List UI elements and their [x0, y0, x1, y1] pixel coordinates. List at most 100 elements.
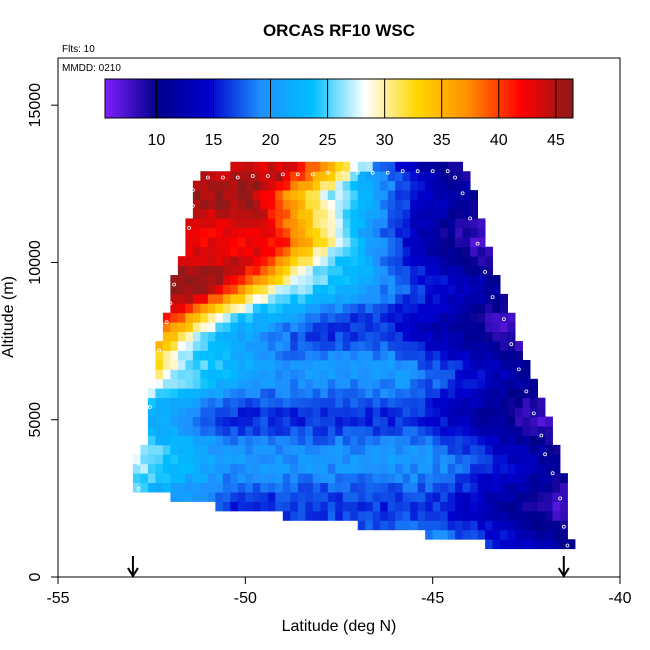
heat-cell [207, 322, 216, 333]
heat-cell [462, 369, 471, 380]
heat-cell [230, 218, 239, 229]
heat-cell [402, 492, 411, 502]
heat-cell [462, 388, 471, 399]
heat-cell [410, 161, 419, 172]
heat-cell [222, 199, 231, 210]
heat-cell [477, 359, 486, 370]
heat-cell [425, 378, 434, 389]
heat-cell [470, 454, 479, 465]
heat-cell [380, 161, 389, 172]
heat-cell [305, 284, 314, 295]
heat-cell [342, 303, 351, 314]
heat-cell [447, 397, 456, 408]
heat-cell [192, 341, 201, 351]
heat-cell [417, 312, 426, 323]
heat-cell [222, 482, 231, 493]
heat-cell [515, 463, 523, 474]
heat-cell [170, 331, 179, 342]
heat-cell [305, 190, 314, 200]
heat-cell [200, 482, 209, 493]
heat-cell [342, 369, 351, 380]
heat-cell [207, 293, 216, 304]
heat-cell [252, 397, 261, 408]
heat-cell [350, 426, 359, 436]
heat-cell [462, 416, 471, 427]
heat-cell [522, 369, 531, 380]
heat-cell [327, 473, 336, 484]
heat-cell [245, 303, 254, 314]
heat-cell [432, 397, 441, 408]
heat-cell [230, 227, 239, 238]
heat-cell [447, 426, 456, 436]
heat-cell [380, 510, 389, 521]
heat-cell [492, 492, 501, 502]
heat-cell [470, 246, 479, 257]
heat-cell [380, 454, 389, 465]
heat-cell [222, 322, 231, 333]
heat-cell [492, 426, 501, 436]
heat-cell [305, 350, 314, 361]
heat-cell [192, 492, 201, 502]
heat-cell [485, 492, 494, 502]
heat-cell [425, 473, 434, 484]
heat-cell [155, 341, 164, 351]
heat-cell [305, 454, 314, 465]
heat-cell [320, 293, 329, 304]
heat-cell [260, 199, 269, 210]
heat-cell [477, 293, 486, 304]
heat-cell [200, 312, 209, 323]
heat-cell [342, 350, 351, 361]
heat-cell [230, 180, 239, 191]
heat-cell [207, 388, 216, 399]
heat-cell [447, 322, 456, 333]
heat-cell [365, 180, 374, 191]
heat-cell [387, 501, 396, 512]
heat-cell [342, 293, 351, 304]
track-dot [539, 433, 544, 438]
heat-cell [185, 416, 194, 427]
heat-cell [290, 426, 299, 436]
heat-cell [260, 501, 269, 512]
heat-cell [485, 510, 494, 521]
heat-cell [365, 199, 374, 210]
heat-cell [417, 435, 426, 446]
heat-cell [365, 237, 374, 248]
heat-cell [470, 482, 479, 493]
heat-cell [342, 426, 351, 436]
heat-cell [365, 312, 374, 323]
heat-cell [387, 435, 396, 446]
heat-cell [455, 482, 464, 493]
heat-cell [440, 180, 449, 191]
heat-cell [470, 350, 479, 361]
heat-cell [297, 265, 306, 276]
heat-cell [335, 426, 344, 436]
heat-cell [380, 350, 389, 361]
heat-cell [350, 161, 359, 172]
heat-cell [417, 265, 426, 276]
heat-cell [455, 246, 464, 257]
heat-cell [312, 227, 321, 238]
heat-cell [350, 463, 359, 474]
heat-cell [192, 303, 201, 314]
heat-cell [320, 416, 329, 427]
heat-cell [215, 256, 224, 266]
heat-cell [260, 473, 269, 484]
heat-cell [312, 275, 321, 285]
heat-cell [440, 312, 449, 323]
heat-cell [177, 284, 186, 295]
heat-cell [207, 246, 216, 257]
heat-cell [477, 246, 486, 257]
heat-cell [200, 303, 209, 314]
heat-cell [380, 322, 389, 333]
heat-cell [507, 426, 516, 436]
heat-cell [245, 482, 254, 493]
heat-cell [477, 218, 486, 229]
heat-cell [410, 341, 419, 351]
heat-cell [440, 473, 449, 484]
heat-cell [440, 293, 449, 304]
heat-cell [387, 510, 396, 521]
heat-cell [477, 426, 486, 436]
heat-cell [192, 350, 201, 361]
heat-cell [545, 463, 553, 474]
